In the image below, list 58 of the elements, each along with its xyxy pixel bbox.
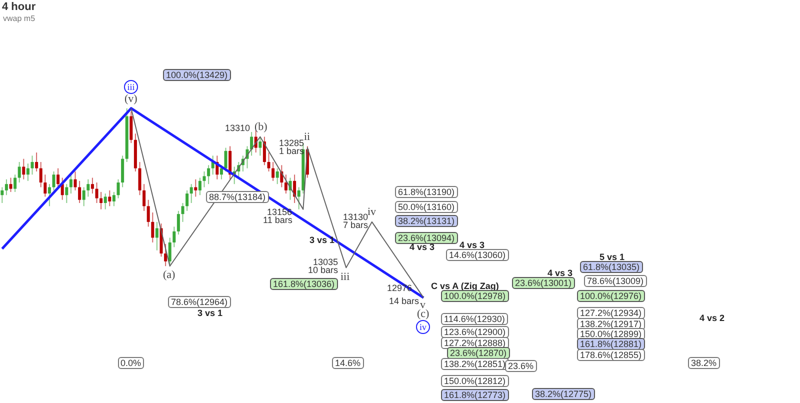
annotation: 88.7%(13184): [206, 191, 269, 203]
text: 178.6%(12855): [577, 349, 645, 361]
text: 100.0%(12976): [577, 290, 645, 302]
text: 4 vs 3: [460, 240, 485, 250]
text: 100.0%(12978): [441, 290, 509, 302]
text: 100.0%(13429): [163, 69, 231, 81]
text: 138.2%(12851): [441, 358, 509, 370]
text: 0.0%: [118, 357, 144, 369]
text: 3 vs 1: [198, 308, 223, 318]
text: 161.8%(12881): [577, 338, 645, 350]
annotation: 38.2%(13131): [395, 215, 458, 227]
text: 161.8%(12773): [441, 389, 509, 401]
annotation: 50.0%(13160): [395, 201, 458, 213]
annotation: (b): [254, 121, 268, 133]
annotation: 13156: [267, 207, 292, 217]
text: 4 vs 3: [548, 268, 573, 278]
annotation: 61.8%(13190): [395, 186, 458, 198]
text: 127.2%(12934): [577, 307, 645, 319]
text: 127.2%(12888): [441, 337, 509, 349]
text: 61.8%(13035): [580, 261, 643, 273]
text: 138.2%(12917): [577, 318, 645, 330]
text: 150.0%(12899): [577, 328, 645, 340]
annotation: 10 bars: [308, 265, 338, 275]
annotation: 4 vs 3: [410, 242, 435, 252]
text: 14.6%: [332, 357, 364, 369]
text: 23.6%(13001): [512, 277, 575, 289]
annotation: 23.6%(13094): [395, 232, 458, 244]
text: iv: [416, 320, 430, 334]
text: 78.6%(13009): [584, 275, 647, 287]
text: 114.6%(12930): [441, 313, 508, 325]
text: 38.2%(12775): [532, 388, 595, 400]
text: 4 vs 2: [700, 313, 725, 323]
annotation: ii: [304, 131, 310, 143]
text: 123.6%(12900): [441, 326, 509, 338]
text: 38.2%: [688, 357, 720, 369]
text: 14.6%(13060): [446, 249, 509, 261]
annotation: 13310: [225, 123, 250, 133]
text: (a): [163, 269, 176, 281]
annotation: 13285: [279, 138, 304, 148]
text: iii: [340, 271, 350, 283]
annotation: 11 bars: [263, 215, 292, 225]
text: (v): [124, 93, 138, 105]
annotation: 13035: [313, 257, 338, 267]
text: 150.0%(12812): [441, 375, 509, 387]
text: 23.6%(12870): [447, 347, 510, 359]
text: 161.8%(13036): [270, 278, 338, 290]
text: v: [420, 299, 426, 311]
text: (c): [417, 308, 430, 320]
text: iii: [124, 80, 138, 94]
chart-title: 4 hour: [2, 1, 36, 13]
text: 23.6%: [505, 360, 537, 372]
text: 78.6%(12964): [168, 296, 231, 308]
chart-subtitle: vwap m5: [3, 14, 36, 23]
text: 5 vs 1: [600, 252, 625, 262]
text: 14 bars: [389, 296, 420, 306]
annotation: 7 bars: [343, 220, 368, 230]
annotation: iv: [368, 206, 376, 218]
annotation: 13130: [343, 212, 368, 222]
